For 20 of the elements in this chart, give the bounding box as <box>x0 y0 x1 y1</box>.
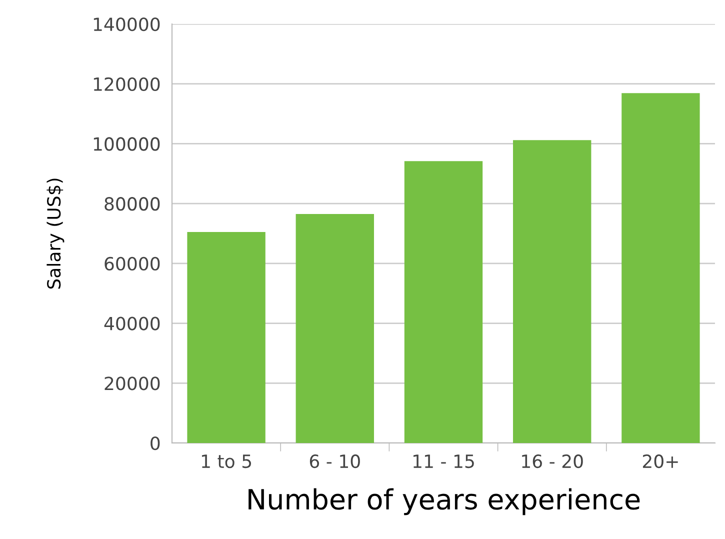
y-tick-label: 140000 <box>94 17 160 32</box>
y-tick-label: 0 <box>150 436 160 450</box>
y-tick-label: 120000 <box>94 77 160 91</box>
x-tick-label: 20+ <box>642 454 678 468</box>
y-tick-label: 100000 <box>94 137 160 151</box>
bar <box>513 140 592 443</box>
x-tick-label: 1 to 5 <box>202 454 252 468</box>
x-tick-label: 6 - 10 <box>310 454 360 468</box>
bar <box>296 214 374 443</box>
x-tick-label: 16 - 20 <box>522 454 583 468</box>
y-tick-label: 40000 <box>104 316 160 330</box>
bar <box>187 232 266 443</box>
x-axis-title: Number of years experience <box>248 488 640 516</box>
y-tick-label: 60000 <box>104 256 160 271</box>
bar <box>622 93 700 443</box>
x-tick-label: 11 - 15 <box>414 454 474 468</box>
y-tick-label: 20000 <box>104 376 160 390</box>
bar <box>404 161 483 443</box>
y-tick-label: 80000 <box>104 197 160 211</box>
y-axis-title: Salary (US$) <box>46 178 64 289</box>
